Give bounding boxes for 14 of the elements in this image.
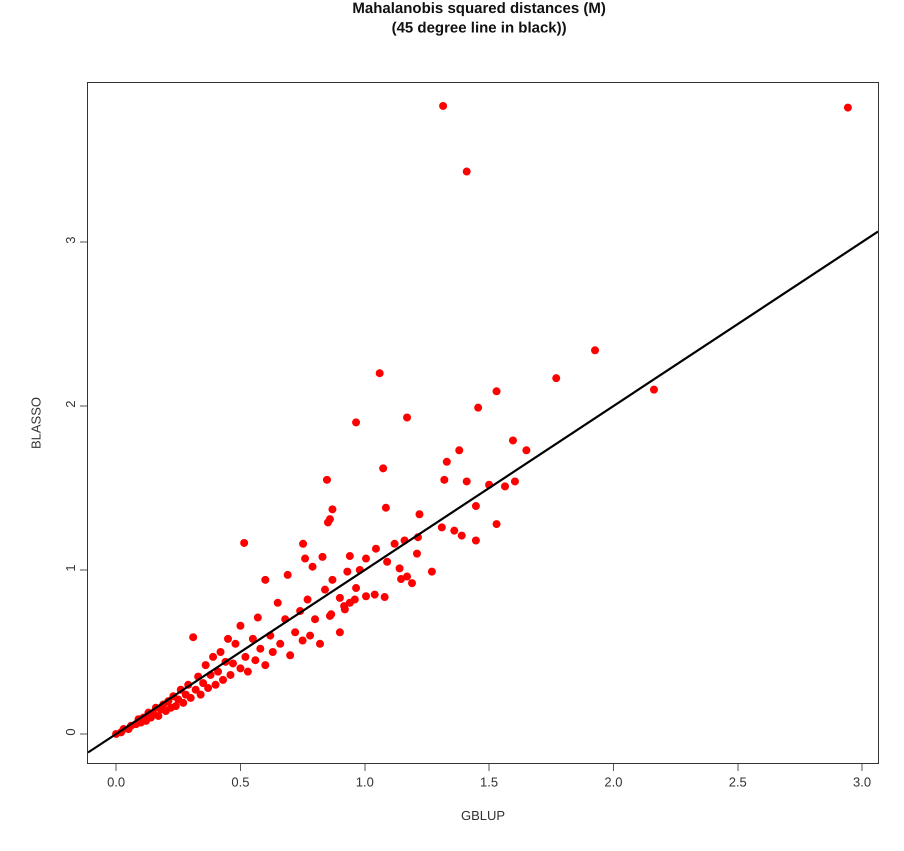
y-tick-label: 3: [62, 236, 78, 244]
x-tick-label: 2.5: [728, 774, 747, 790]
x-tick-label: 0.0: [107, 774, 126, 790]
x-tick-label: 3.0: [853, 774, 872, 790]
x-tick-label: 2.0: [604, 774, 622, 790]
x-tick-label: 1.5: [480, 774, 498, 790]
y-axis-title: BLASSO: [28, 396, 44, 450]
chart-title: Mahalanobis squared distances (M) (45 degree line in black)): [352, 0, 606, 36]
y-tick-label: 1: [62, 564, 78, 572]
y-tick-label: 0: [62, 728, 78, 736]
y-tick-label: 2: [62, 400, 78, 408]
x-axis-title: GBLUP: [460, 808, 506, 824]
x-tick-label: 0.5: [231, 774, 250, 790]
x-tick-label: 1.0: [356, 774, 374, 790]
